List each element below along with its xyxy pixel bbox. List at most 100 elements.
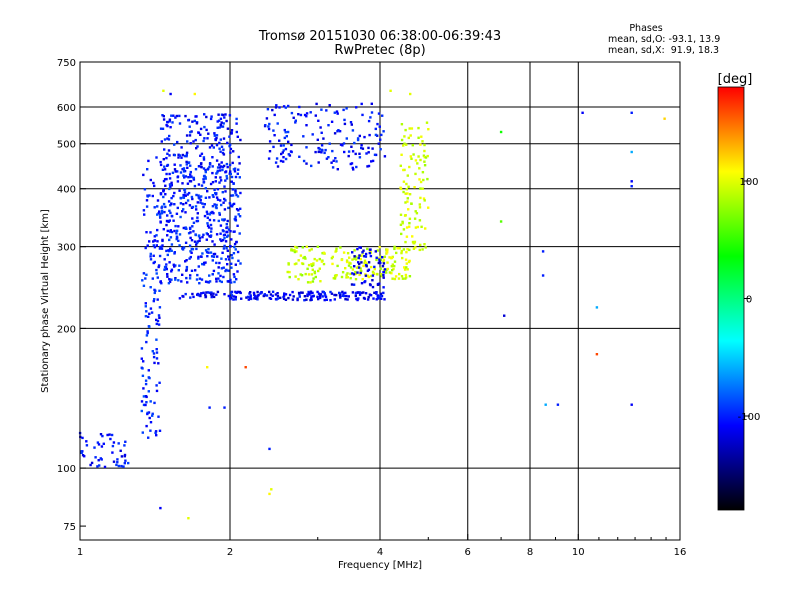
data-point [239, 262, 242, 265]
data-point [296, 298, 299, 302]
data-point [190, 251, 193, 254]
data-point [222, 153, 226, 156]
data-point [407, 208, 410, 211]
data-point [194, 138, 197, 142]
data-point [81, 436, 84, 440]
data-point [382, 262, 386, 265]
data-point [170, 214, 174, 218]
data-point [358, 156, 362, 159]
data-point [111, 451, 114, 454]
data-point [141, 279, 144, 282]
data-point [317, 161, 320, 164]
data-point [376, 122, 379, 126]
data-point [209, 117, 213, 121]
data-point [222, 137, 226, 140]
data-point [369, 274, 373, 278]
data-point [160, 247, 164, 250]
data-point [220, 280, 223, 284]
data-point [313, 271, 317, 275]
data-point [124, 440, 127, 443]
data-point [393, 260, 397, 263]
data-point [406, 192, 409, 195]
data-point [282, 294, 286, 297]
data-point [379, 148, 382, 151]
data-point [303, 113, 307, 117]
data-point [499, 130, 503, 134]
data-point [187, 119, 190, 122]
data-point [149, 307, 153, 310]
data-point [219, 150, 222, 153]
data-point [209, 211, 212, 214]
data-point [205, 291, 208, 294]
data-point [342, 108, 345, 112]
data-point [157, 264, 161, 267]
data-point [162, 179, 166, 183]
data-point [342, 142, 346, 145]
data-point [263, 293, 266, 296]
data-point [153, 361, 156, 365]
data-point [215, 277, 218, 280]
data-point [190, 269, 194, 272]
data-point [185, 269, 188, 272]
data-point [170, 278, 173, 281]
data-point [275, 298, 278, 301]
data-point [352, 273, 356, 276]
data-point [320, 151, 323, 154]
data-point [314, 275, 317, 279]
data-point [208, 291, 211, 294]
data-point [153, 235, 156, 238]
data-point [393, 277, 397, 281]
data-point [224, 170, 228, 173]
data-point [272, 129, 275, 132]
data-point [374, 250, 377, 253]
data-point [417, 155, 420, 158]
data-point [98, 464, 101, 467]
data-point [425, 121, 429, 124]
data-point [357, 291, 360, 294]
data-point [184, 194, 187, 197]
data-point [159, 163, 163, 167]
data-point [191, 197, 194, 201]
data-point [223, 293, 226, 296]
data-point [287, 153, 290, 156]
data-point [157, 314, 161, 317]
data-point [213, 203, 216, 206]
data-point [123, 444, 126, 447]
data-point [237, 259, 240, 262]
data-point [168, 187, 171, 191]
data-point [373, 291, 376, 294]
data-point [147, 315, 150, 318]
data-point [182, 226, 185, 230]
data-point [376, 294, 379, 297]
data-point [391, 277, 394, 280]
data-point [153, 246, 157, 249]
data-point [231, 161, 234, 165]
data-point [294, 119, 297, 122]
data-point [410, 157, 413, 160]
data-point [400, 153, 403, 156]
data-point [232, 273, 236, 276]
data-point [323, 298, 326, 302]
data-point [354, 152, 357, 156]
data-point [377, 261, 380, 265]
data-point [222, 230, 225, 233]
data-point [152, 181, 155, 185]
data-point [249, 294, 252, 297]
data-point [346, 276, 349, 279]
data-point [276, 297, 280, 300]
data-point [173, 143, 176, 146]
data-point [156, 228, 159, 232]
data-point [230, 262, 233, 265]
data-point [235, 240, 238, 244]
data-point [210, 255, 214, 258]
data-point [378, 295, 382, 298]
data-point [630, 185, 633, 188]
data-point [233, 242, 237, 246]
data-point [268, 150, 272, 153]
data-point [154, 431, 157, 434]
data-point [184, 227, 187, 230]
data-point [312, 295, 315, 298]
data-point [225, 177, 229, 180]
data-point [329, 299, 332, 302]
data-point [377, 112, 381, 115]
